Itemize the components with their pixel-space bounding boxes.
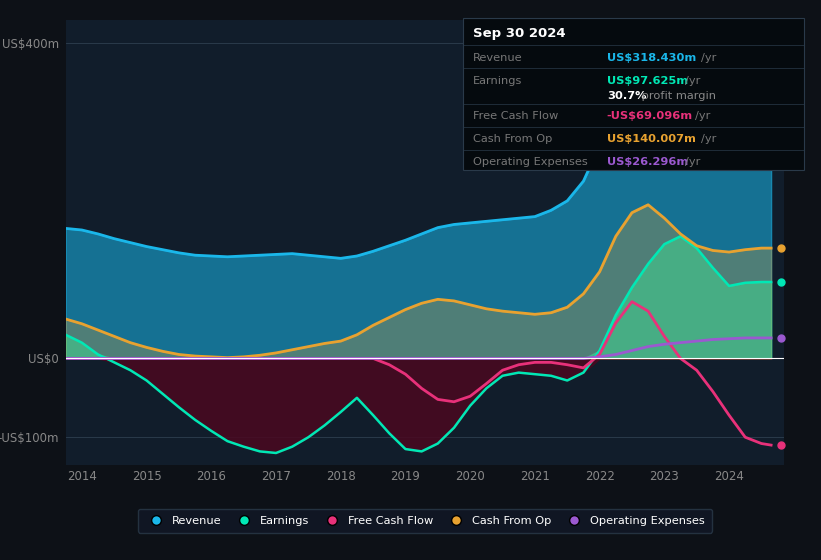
Text: Free Cash Flow: Free Cash Flow [473,111,558,122]
Text: Cash From Op: Cash From Op [473,134,553,144]
Text: -US$69.096m: -US$69.096m [607,111,693,122]
Text: Operating Expenses: Operating Expenses [473,157,588,167]
Text: /yr: /yr [685,76,700,86]
Text: US$140.007m: US$140.007m [607,134,695,144]
Text: profit margin: profit margin [638,91,716,101]
Text: 30.7%: 30.7% [607,91,646,101]
Text: /yr: /yr [701,134,717,144]
Text: /yr: /yr [701,53,717,63]
Text: Sep 30 2024: Sep 30 2024 [473,27,566,40]
Text: Revenue: Revenue [473,53,522,63]
Text: /yr: /yr [685,157,700,167]
Text: US$318.430m: US$318.430m [607,53,696,63]
Text: US$26.296m: US$26.296m [607,157,688,167]
Legend: Revenue, Earnings, Free Cash Flow, Cash From Op, Operating Expenses: Revenue, Earnings, Free Cash Flow, Cash … [138,509,712,533]
Text: US$97.625m: US$97.625m [607,76,688,86]
Text: /yr: /yr [695,111,711,122]
Text: Earnings: Earnings [473,76,522,86]
